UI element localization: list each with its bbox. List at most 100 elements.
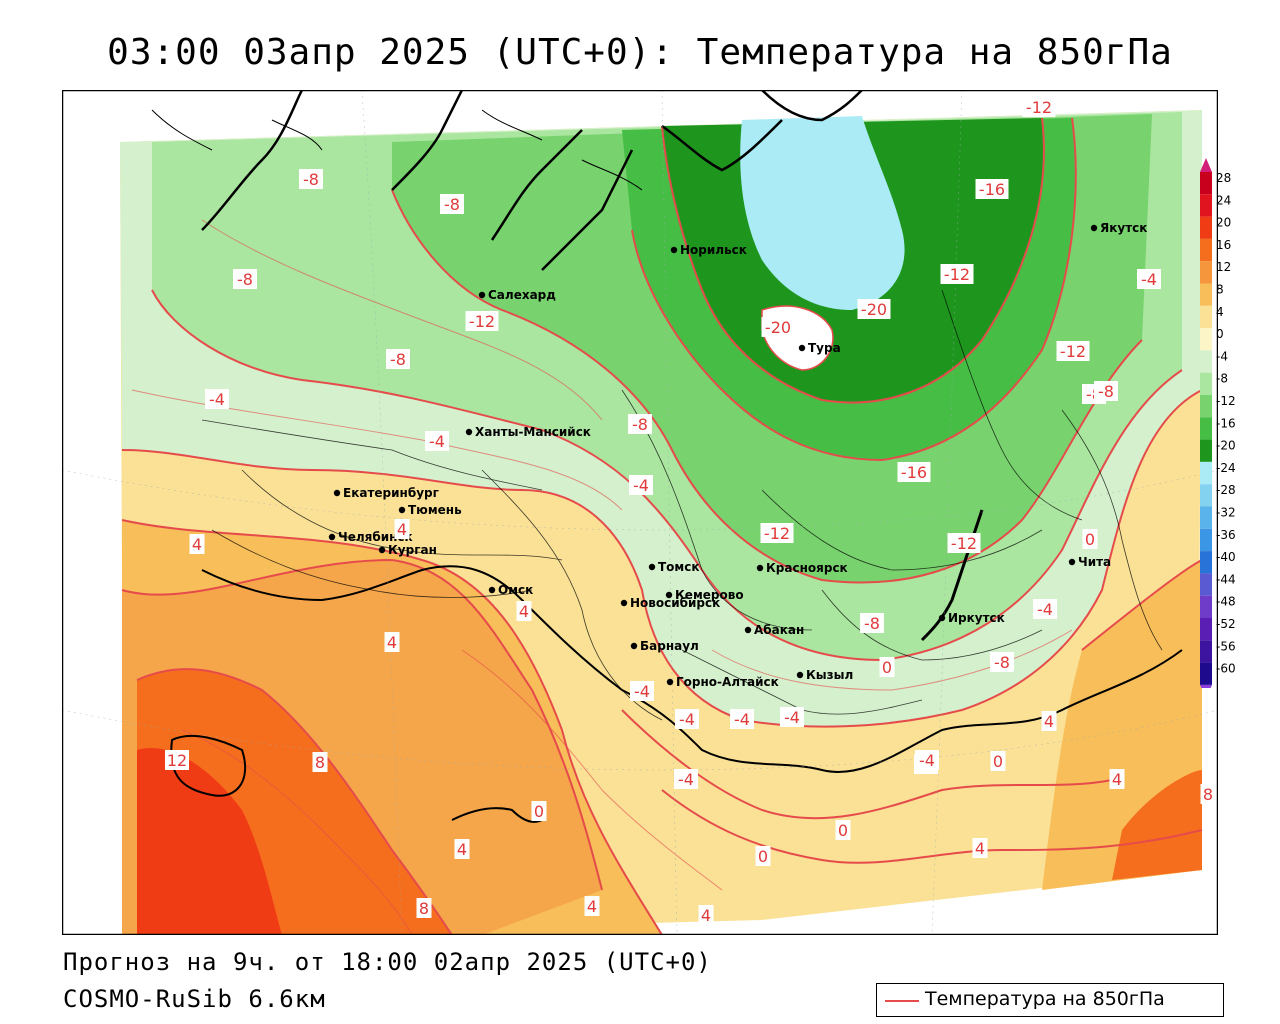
isotherm-label-text: -12	[469, 312, 495, 331]
scale-cell	[1200, 305, 1212, 329]
isotherm-label-bg	[416, 898, 432, 918]
city-dot	[938, 614, 946, 622]
isotherm-label-text: 4	[1112, 770, 1122, 789]
city-0: Норильск	[670, 243, 747, 257]
forecast-info: Прогноз на 9ч. от 18:00 02апр 2025 (UTC+…	[63, 948, 712, 976]
isotherm-label: -4	[1033, 599, 1057, 619]
isotherm-label-text: -12	[764, 524, 790, 543]
isotherm-label: 4	[698, 905, 714, 925]
city-17: Кызыл	[796, 668, 853, 682]
isotherm-label: -4	[1137, 269, 1161, 289]
scale-cell	[1200, 194, 1212, 217]
isotherm-label-text: 4	[192, 535, 202, 554]
city-dot	[478, 291, 486, 299]
scale-label: -16	[1216, 416, 1236, 430]
isotherm-label-bg	[755, 846, 771, 866]
isotherm-label: -4	[425, 431, 449, 451]
isotherm-label-bg	[835, 820, 851, 840]
scale-cell	[1200, 461, 1212, 485]
isotherm-label-bg	[975, 179, 1009, 199]
isotherm-label-bg	[1094, 381, 1118, 401]
isotherm-label-text: 12	[167, 751, 187, 770]
isotherm-label-bg	[384, 632, 400, 652]
city-label: Красноярск	[766, 561, 848, 575]
isotherm-label-bg	[915, 750, 939, 770]
city-dot	[670, 246, 678, 254]
city-2: Салехард	[478, 288, 556, 302]
isotherm-label-bg	[972, 838, 988, 858]
scale-label: -4	[1216, 349, 1228, 363]
legend-line-swatch	[885, 1000, 919, 1002]
isotherm-label-bg	[857, 299, 891, 319]
city-dot	[1090, 224, 1098, 232]
isotherm-label-text: -8	[1098, 382, 1114, 401]
isotherm-label-bg	[394, 519, 410, 539]
isotherm-label: -4	[630, 681, 654, 701]
scale-label: 4	[1216, 305, 1224, 319]
isotherm-label-text: -8	[390, 350, 406, 369]
field-hottest-southwest	[137, 748, 282, 935]
isotherm-label: 4	[1041, 711, 1057, 731]
isotherm-label-text: -8	[994, 653, 1010, 672]
isotherm-label: -8	[299, 169, 323, 189]
isotherm-label: -12	[1022, 97, 1056, 117]
isotherm-label-bg	[698, 905, 714, 925]
isotherm-label: -8	[440, 194, 464, 214]
temperature-map: Норильск Якутск Салехард Тура Ханты-Мансийск…	[62, 90, 1218, 935]
isotherm-label: 4	[972, 838, 988, 858]
isotherm-label-bg	[780, 707, 804, 727]
isotherm-label: 4	[454, 839, 470, 859]
city-18: Иркутск	[938, 611, 1005, 625]
isotherm-label-text: -16	[979, 180, 1005, 199]
legend-box: Температура на 850гПа	[876, 983, 1224, 1017]
isotherm-label-bg	[1109, 769, 1125, 789]
isotherm-label-text: -4	[919, 751, 935, 770]
isotherm-label-text: -16	[901, 463, 927, 482]
isotherm-label-bg	[675, 709, 699, 729]
isotherm-label-bg	[584, 896, 600, 916]
city-label: Кемерово	[675, 588, 744, 602]
legend-label: Температура на 850гПа	[925, 988, 1165, 1010]
model-name: COSMO-RuSib 6.6км	[63, 985, 326, 1013]
scale-label: 8	[1216, 283, 1224, 297]
city-label: Иркутск	[948, 611, 1005, 625]
city-label: Кызыл	[806, 668, 853, 682]
isotherm-label-text: 0	[838, 821, 848, 840]
scale-cell	[1200, 261, 1212, 284]
isotherm-label-text: -8	[237, 270, 253, 289]
city-11: Томск	[648, 560, 700, 574]
scale-cell	[1200, 350, 1212, 373]
color-scale: 28 24 20 16 12 8 4 0 -4 -8 -12 -16 -20 -24 -28 -32 -36 -4…	[1200, 158, 1236, 688]
city-label: Чита	[1078, 555, 1111, 569]
city-label: Ханты-Мансийск	[475, 425, 591, 439]
city-dot	[620, 599, 628, 607]
scale-label: -52	[1216, 617, 1236, 631]
isotherm-label: -4	[730, 709, 754, 729]
scale-cell	[1200, 640, 1212, 663]
isotherm-label-bg	[860, 613, 884, 633]
isotherm-label: -20	[761, 317, 795, 337]
page-title: 03:00 03апр 2025 (UTC+0): Температура на…	[107, 32, 1173, 73]
scale-cell	[1200, 172, 1212, 195]
city-label: Горно-Алтайск	[676, 675, 779, 689]
isotherm-label-text: -20	[765, 318, 791, 337]
scale-label: -60	[1216, 662, 1236, 676]
scale-label: 16	[1216, 238, 1231, 252]
scale-cell	[1200, 283, 1212, 306]
isotherm-label-bg	[312, 752, 328, 772]
scale-arrow-bottom	[1200, 684, 1212, 688]
scale-cell	[1200, 328, 1212, 351]
city-dot	[744, 626, 752, 634]
scale-label: 28	[1216, 171, 1231, 185]
isotherm-label-bg	[897, 462, 931, 482]
isotherm-label-text: 4	[387, 633, 397, 652]
city-19: Чита	[1068, 555, 1111, 569]
scale-cell	[1200, 618, 1212, 641]
isotherm-label-bg	[1056, 341, 1090, 361]
scale-cell	[1200, 372, 1212, 395]
city-dot	[648, 563, 656, 571]
isotherm-label: 12	[165, 750, 189, 770]
isotherm-label: -12	[1056, 341, 1090, 361]
isotherm-label: -12	[760, 523, 794, 543]
city-dot	[378, 546, 386, 554]
